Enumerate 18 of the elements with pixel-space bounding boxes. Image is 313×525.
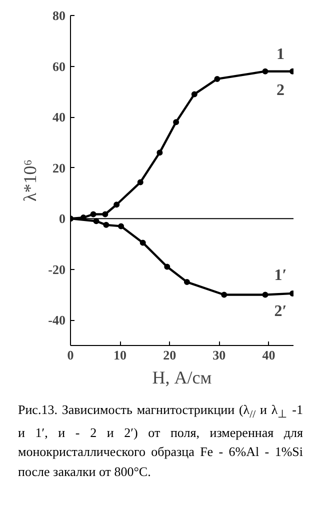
x-tick-label: 10 [114,348,127,362]
y-axis-title: λ*10⁶ [20,159,40,202]
annotation: 2 [276,82,285,99]
x-axis-title: H, А/см [152,368,212,388]
y-tick-label: 20 [52,160,66,176]
annotation: 2′ [274,302,287,320]
annotation: 1 [276,46,285,63]
annotation: 1′ [274,266,287,284]
y-tick-label: 0 [59,211,66,226]
text: Рис.13. Зависимость магнитострикции (λ$_{//}$ и λ$_{⊥}$ -1 и 1′, и - 2 и 2′) от поля, измеренная для монокристаллического образца Fe - 6%Al - 1%Si после закалки от 800°С. [18,401,303,481]
x-tick-label: 30 [212,348,226,362]
x-tick-label: 40 [262,348,276,362]
y-tick-label: 60 [52,58,66,74]
y-tick-label: -20 [48,262,66,277]
y-tick-label: 80 [52,8,66,23]
y-tick-label: 40 [52,110,66,125]
y-tick-label: -40 [48,312,66,328]
x-tick-label: 20 [163,348,176,362]
